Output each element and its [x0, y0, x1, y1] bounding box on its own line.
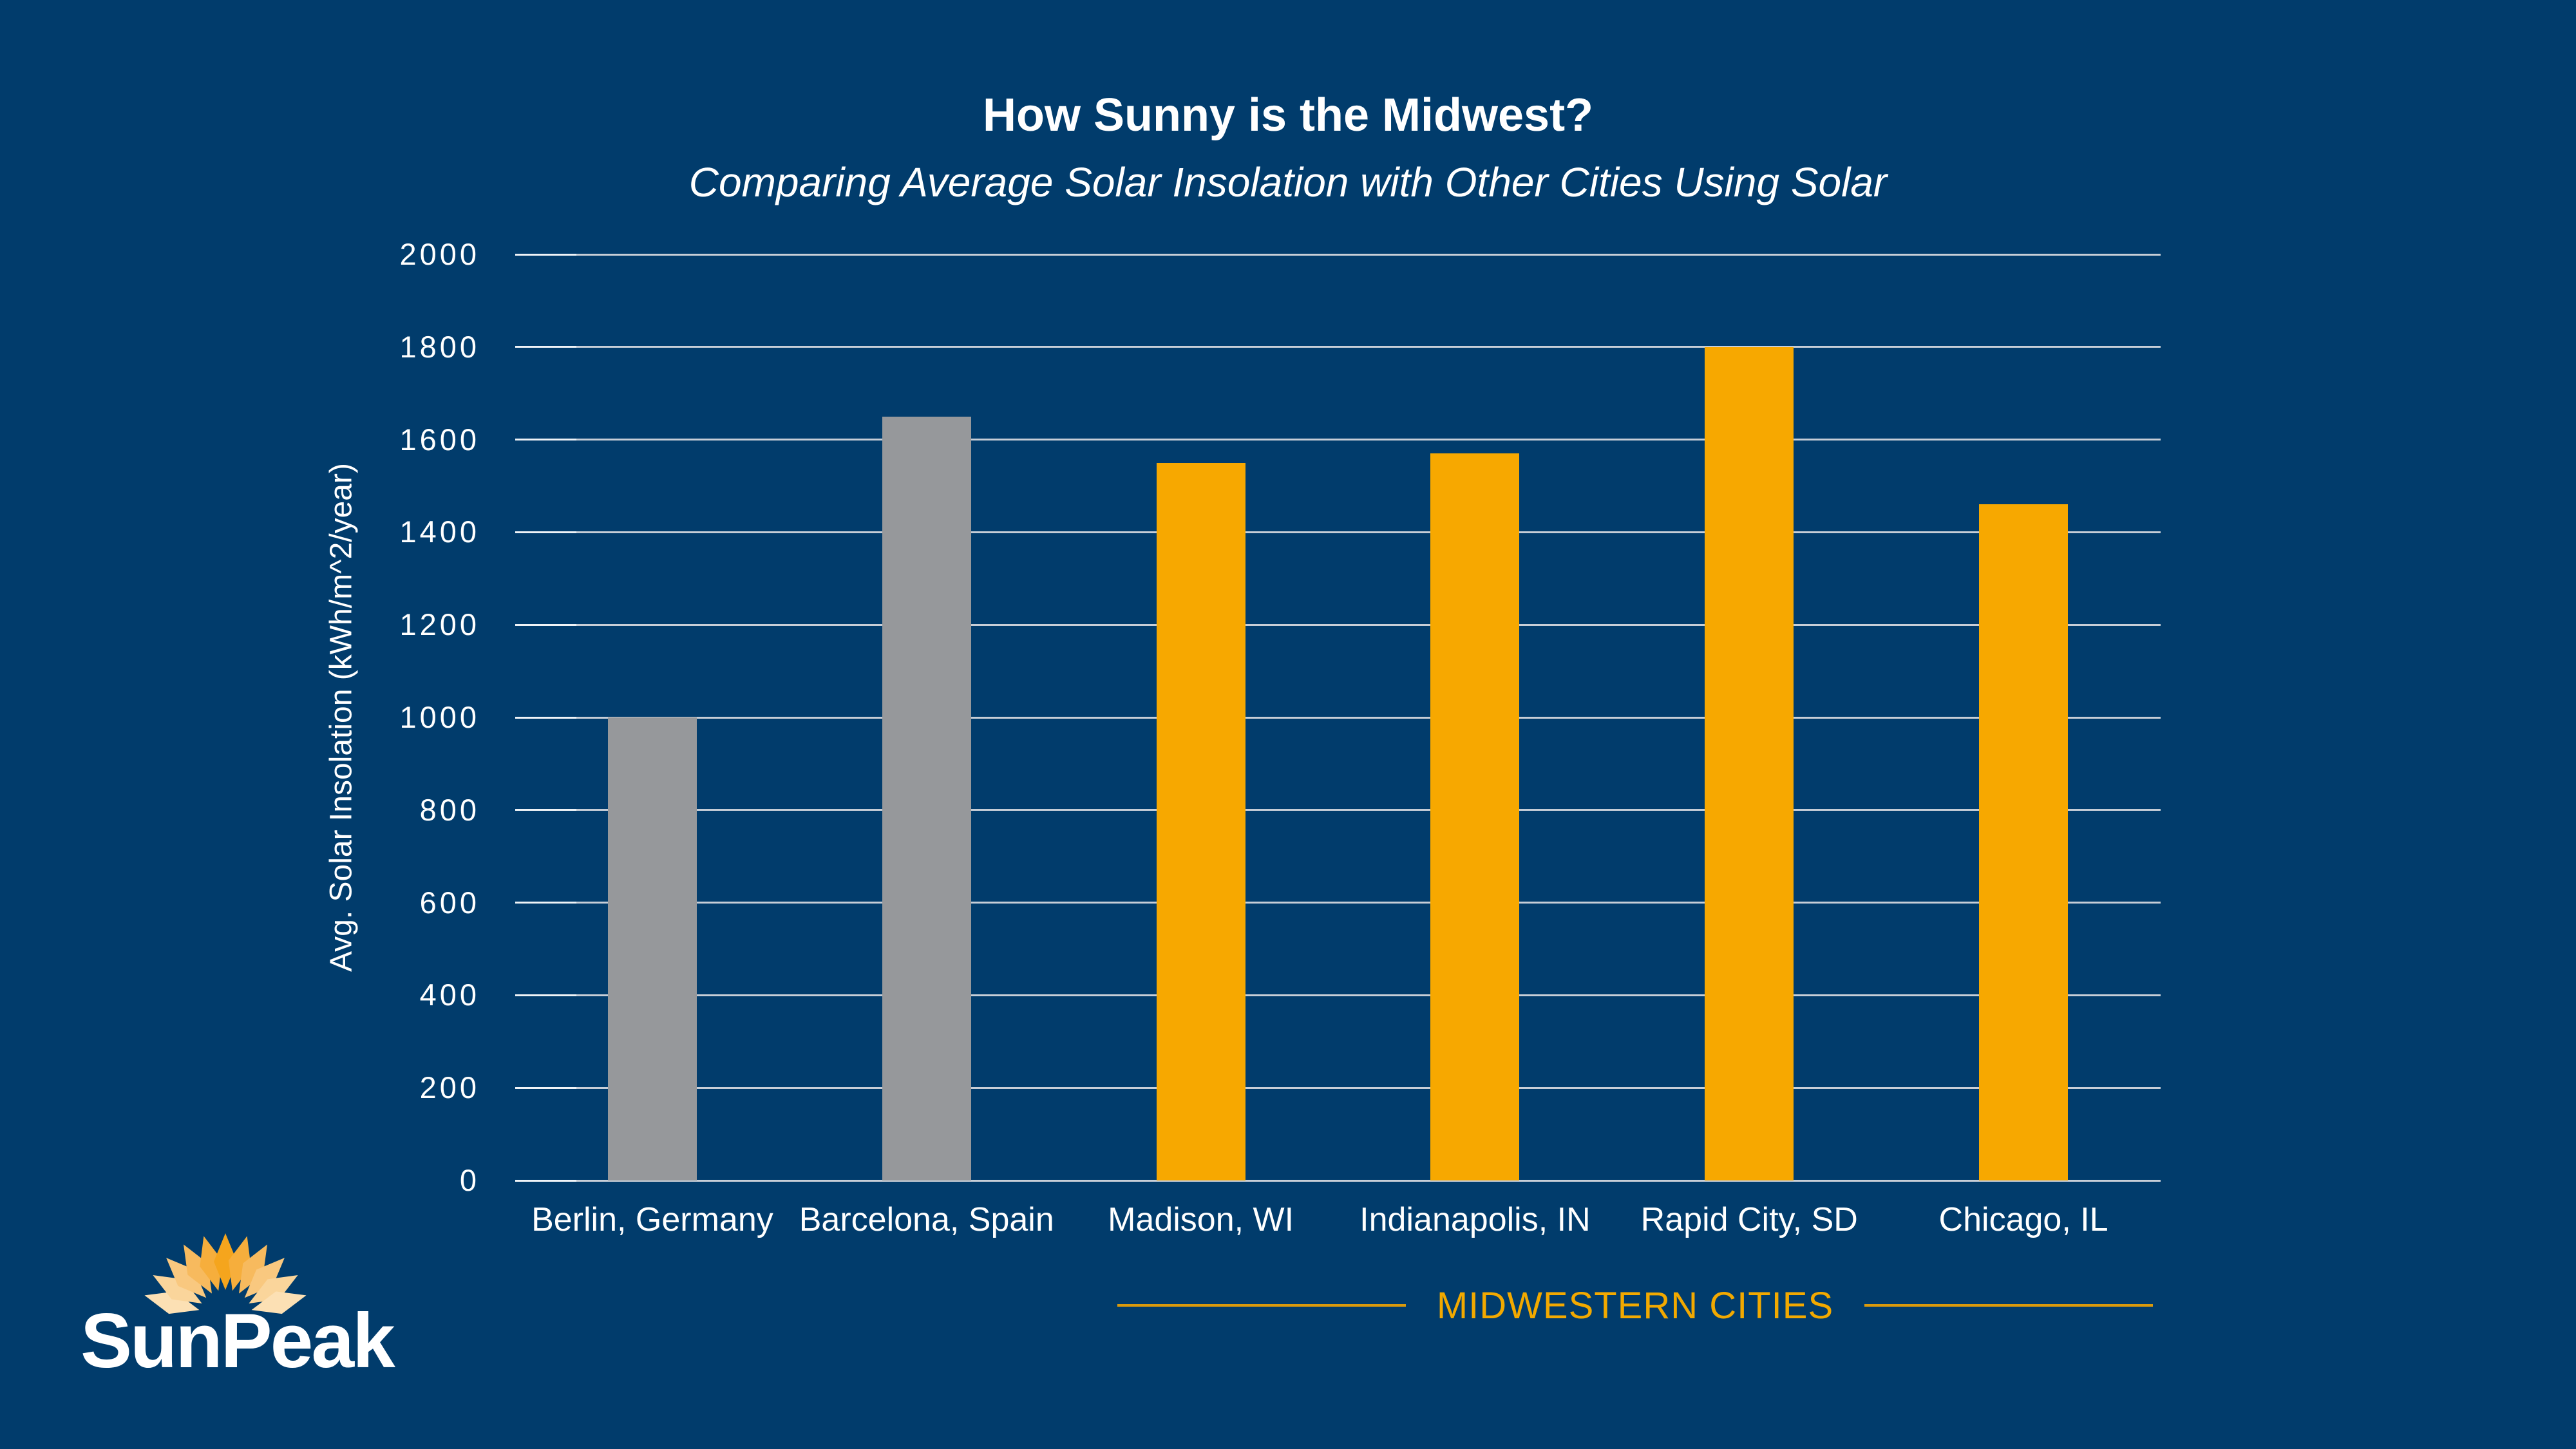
plot-area	[515, 253, 2161, 1182]
x-axis-title: MIDWESTERN CITIES	[1436, 1284, 1834, 1327]
y-tick-label-1000: 1000	[399, 700, 480, 734]
y-axis-tick-labels: 0 200 400 600 800 1000 1200 1400 1600 1800 2000	[0, 237, 480, 1197]
bar-indianapolis-in	[1430, 453, 1520, 1180]
chart-subtitle: Comparing Average Solar Insolation with …	[688, 159, 1888, 205]
sun-ray	[251, 1291, 307, 1314]
gridline-200	[515, 1086, 2161, 1089]
y-tick-label-1800: 1800	[399, 329, 480, 364]
y-tick-label-200: 200	[419, 1070, 480, 1105]
sun-ray	[153, 1275, 202, 1303]
gridline-600	[515, 902, 2161, 904]
y-tick-label-400: 400	[419, 978, 480, 1012]
sun-ray	[244, 1258, 285, 1298]
sun-ray	[166, 1258, 207, 1298]
category-label-5: Rapid City, SD	[1640, 1201, 1858, 1238]
y-tick-label-600: 600	[419, 885, 480, 920]
category-label-6: Chicago, IL	[1938, 1201, 2108, 1238]
gridline-0	[515, 1179, 2161, 1182]
gridline-1200	[515, 623, 2161, 626]
category-label-1: Berlin, Germany	[531, 1201, 773, 1238]
bar-barcelona-spain	[882, 416, 971, 1180]
bar-rapid-city-sd	[1705, 346, 1794, 1180]
left-divider-line	[1117, 1304, 1406, 1307]
y-tick-label-1400: 1400	[399, 515, 480, 549]
gridline-1400	[515, 531, 2161, 533]
y-tick-label-2000: 2000	[399, 237, 480, 271]
gridline-1000	[515, 716, 2161, 719]
right-divider-line	[1864, 1304, 2153, 1307]
y-tick-label-800: 800	[419, 792, 480, 827]
gridline-1600	[515, 439, 2161, 441]
sun-ray	[184, 1244, 212, 1294]
y-tick-label-1600: 1600	[399, 422, 480, 457]
gridline-2000	[515, 253, 2161, 256]
category-label-3: Madison, WI	[1108, 1201, 1294, 1238]
bar-chicago-il	[1979, 504, 2069, 1180]
category-label-4: Indianapolis, IN	[1359, 1201, 1591, 1238]
sunpeak-wordmark: SunPeak	[80, 1298, 395, 1384]
sun-ray	[200, 1236, 223, 1291]
sun-ray	[144, 1291, 200, 1314]
bar-berlin-germany	[607, 717, 697, 1180]
y-tick-label-0: 0	[459, 1163, 480, 1197]
x-axis-category-labels: Berlin, Germany Barcelona, Spain Madison, …	[515, 1199, 2161, 1244]
y-tick-label-1200: 1200	[399, 607, 480, 642]
sun-ray	[239, 1244, 267, 1294]
sun-ray	[249, 1275, 298, 1303]
x-axis-group: MIDWESTERN CITIES	[1117, 1283, 2153, 1328]
sun-ray	[228, 1236, 251, 1291]
bar-madison-wi	[1156, 462, 1245, 1180]
gridline-1800	[515, 346, 2161, 348]
category-label-2: Barcelona, Spain	[799, 1201, 1054, 1238]
chart-title: How Sunny is the Midwest?	[982, 90, 1594, 141]
sun-rays-icon	[144, 1233, 307, 1314]
gridline-400	[515, 994, 2161, 996]
gridline-800	[515, 809, 2161, 811]
